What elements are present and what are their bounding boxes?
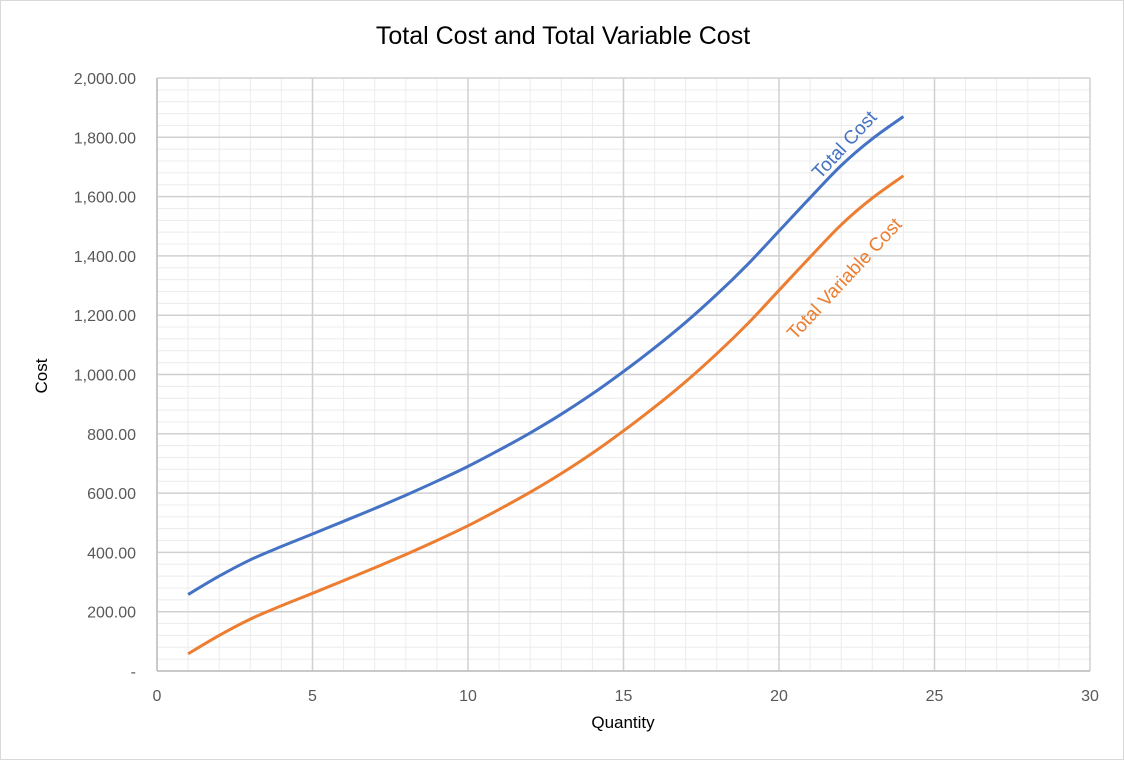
chart-title: Total Cost and Total Variable Cost <box>376 22 750 50</box>
x-tick-label: 20 <box>770 688 788 705</box>
y-tick-label: 1,000.00 <box>74 368 136 385</box>
series-lines <box>187 115 905 656</box>
y-tick-label: 1,600.00 <box>74 190 136 207</box>
y-tick-label: 2,000.00 <box>74 71 136 88</box>
major-grid <box>156 77 1091 672</box>
x-axis-title: Quantity <box>591 713 655 732</box>
total-cost-label: Total Cost <box>808 107 881 184</box>
total-variable-cost-label: Total Variable Cost <box>783 214 907 344</box>
y-tick-label: - <box>131 664 136 681</box>
x-tick-label: 5 <box>308 688 317 705</box>
x-tick-label: 15 <box>615 688 633 705</box>
total-cost-line <box>187 115 905 596</box>
x-tick-label: 10 <box>459 688 477 705</box>
y-tick-label: 1,400.00 <box>74 249 136 266</box>
axes <box>156 78 1090 672</box>
x-tick-label: 0 <box>153 688 162 705</box>
x-tick-label: 30 <box>1081 688 1099 705</box>
y-tick-label: 1,200.00 <box>74 308 136 325</box>
total-variable-cost-line <box>187 174 905 656</box>
y-axis-title: Cost <box>32 358 51 393</box>
y-tick-label: 400.00 <box>87 545 136 562</box>
x-tick-label: 25 <box>926 688 944 705</box>
y-tick-label: 1,800.00 <box>74 130 136 147</box>
y-tick-label: 800.00 <box>87 427 136 444</box>
tick-labels: 0 5 10 15 20 25 30 - 200.00 400.00 600.00 800.00 1,0… <box>74 71 1099 705</box>
y-tick-label: 600.00 <box>87 486 136 503</box>
y-tick-label: 200.00 <box>87 605 136 622</box>
